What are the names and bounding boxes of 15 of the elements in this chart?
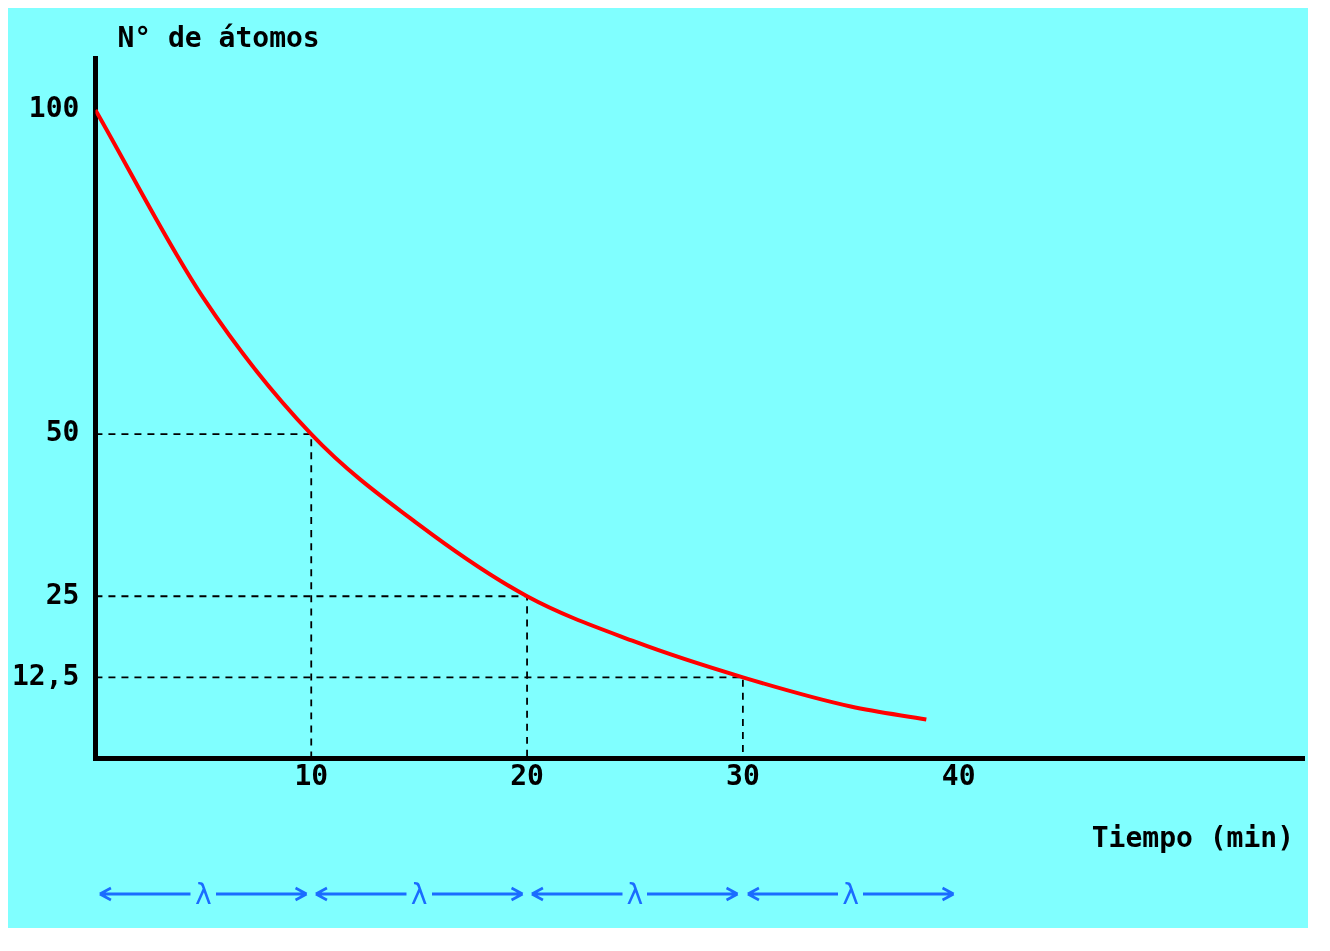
text: λ: [409, 877, 429, 911]
y-tick-label: 12,5: [11, 658, 80, 692]
x-tick-label: 30: [726, 759, 760, 793]
x-tick-label: 20: [510, 759, 544, 793]
x-tick-label: 10: [294, 759, 329, 793]
x-tick-label: 40: [941, 759, 976, 793]
y-tick-label: 100: [28, 91, 80, 125]
y-tick-label: 25: [45, 577, 80, 611]
text: λ: [841, 877, 861, 911]
text: λ: [625, 877, 645, 911]
y-tick-label: 50: [45, 415, 80, 449]
x-axis-title: Tiempo (min): [1091, 821, 1294, 855]
y-axis-title: N° de átomos: [117, 21, 320, 55]
line-series: [95, 107, 929, 722]
text: λ: [193, 877, 213, 911]
